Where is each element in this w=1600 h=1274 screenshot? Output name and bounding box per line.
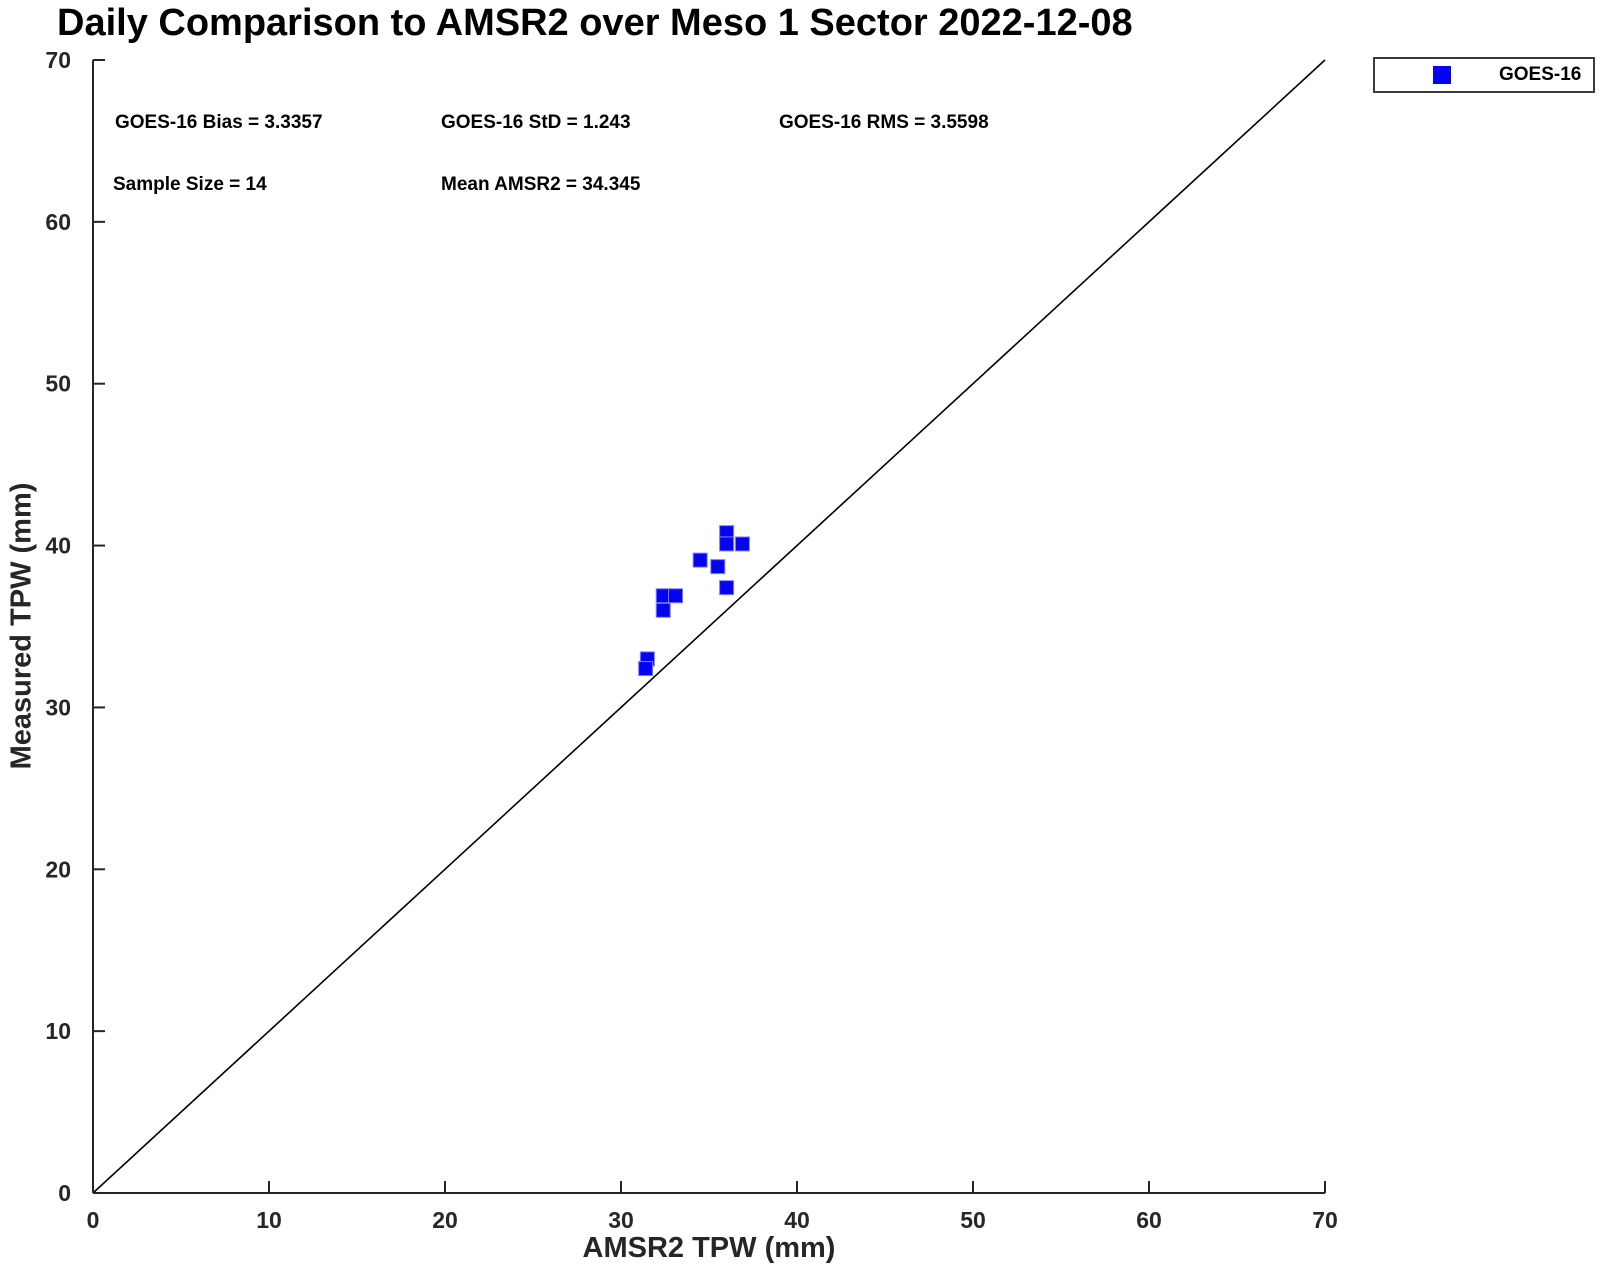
y-tick-label: 70 [45, 47, 71, 73]
x-axis-label: AMSR2 TPW (mm) [582, 1232, 836, 1264]
data-point-marker [668, 588, 684, 604]
data-point-marker [710, 559, 726, 575]
x-tick-label: 60 [1136, 1207, 1162, 1233]
stat-bias: GOES-16 Bias = 3.3357 [115, 112, 323, 133]
stat-std: GOES-16 StD = 1.243 [441, 112, 631, 133]
data-point-marker [734, 536, 750, 552]
data-point-marker [638, 661, 654, 677]
x-tick-label: 10 [256, 1207, 282, 1233]
legend-label: GOES-16 [1499, 64, 1582, 85]
y-tick-label: 30 [45, 694, 71, 720]
stat-mean-amsr2: Mean AMSR2 = 34.345 [441, 174, 641, 195]
y-tick-label: 20 [45, 856, 71, 882]
data-point-marker [719, 580, 735, 596]
x-tick-label: 70 [1312, 1207, 1338, 1233]
x-tick-label: 40 [784, 1207, 810, 1233]
data-point-marker [719, 536, 735, 552]
y-axis-label: Measured TPW (mm) [5, 482, 38, 770]
stat-rms: GOES-16 RMS = 3.5598 [779, 112, 989, 133]
y-tick-label: 40 [45, 533, 71, 559]
x-tick-label: 0 [87, 1207, 100, 1233]
x-tick-label: 20 [432, 1207, 458, 1233]
stat-sample-size: Sample Size = 14 [113, 174, 267, 195]
data-point-marker [692, 552, 708, 568]
y-tick-label: 60 [45, 209, 71, 235]
x-tick-label: 50 [960, 1207, 986, 1233]
y-tick-label: 0 [58, 1180, 71, 1206]
y-tick-label: 10 [45, 1018, 71, 1044]
legend-marker-square-icon [1433, 66, 1451, 84]
chart-title: Daily Comparison to AMSR2 over Meso 1 Se… [57, 2, 1133, 44]
identity-line [92, 59, 1326, 1194]
legend: GOES-16 [1373, 57, 1595, 93]
y-tick-label: 50 [45, 371, 71, 397]
x-tick-label: 30 [608, 1207, 634, 1233]
data-point-marker [655, 602, 671, 618]
